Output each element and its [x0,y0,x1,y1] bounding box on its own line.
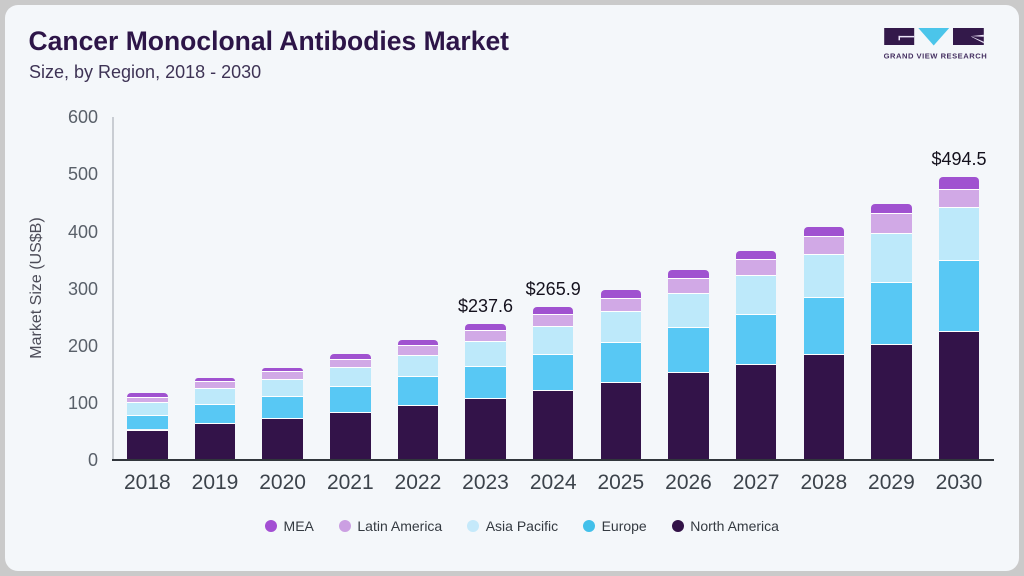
svg-text:GRAND VIEW RESEARCH: GRAND VIEW RESEARCH [884,52,987,61]
